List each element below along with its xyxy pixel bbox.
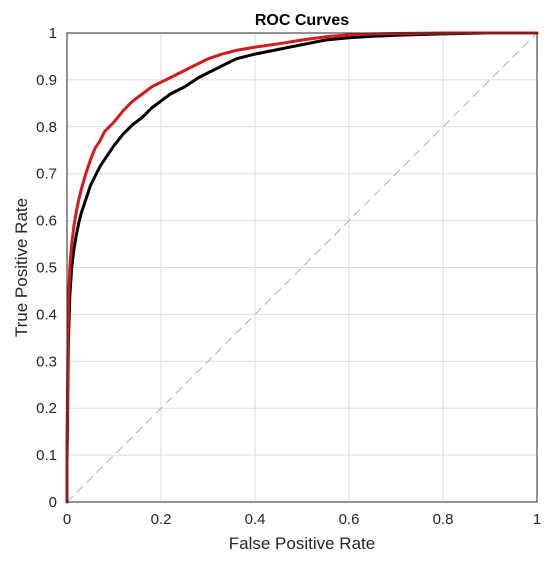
y-tick-label: 0.4 (36, 306, 57, 323)
y-tick-label: 0.3 (36, 353, 57, 370)
x-tick-label: 0 (63, 511, 71, 528)
plot-frame (66, 32, 538, 503)
chart-title: ROC Curves (255, 12, 349, 29)
x-tick-label: 0.4 (245, 511, 266, 528)
y-tick-label: 0.8 (36, 119, 57, 136)
y-tick-label: 0.9 (36, 72, 57, 89)
y-tick-label: 0.7 (36, 166, 57, 183)
y-tick-label: 0.6 (36, 213, 57, 230)
y-tick-labels: 0 0.1 0.2 0.3 0.4 0.5 0.6 0.7 0.8 0.9 1 (36, 25, 57, 511)
roc-curve-line-0 (65, 31, 539, 504)
x-tick-label: 0.6 (339, 511, 360, 528)
x-tick-label: 0.8 (433, 511, 454, 528)
y-tick-label: 0.2 (36, 400, 57, 417)
reference-diagonal-line (66, 32, 538, 503)
y-tick-label: 0.1 (36, 447, 57, 464)
roc-curve-line-1 (65, 31, 539, 504)
x-tick-label: 0.2 (151, 511, 172, 528)
x-axis-title: False Positive Rate (229, 534, 375, 553)
series-group (65, 31, 539, 504)
y-axis-title: True Positive Rate (12, 198, 31, 337)
y-tick-label: 0 (49, 494, 57, 511)
x-tick-label: 1 (533, 511, 541, 528)
y-tick-label: 1 (49, 25, 57, 42)
x-tick-labels: 0 0.2 0.4 0.6 0.8 1 (63, 511, 541, 528)
y-tick-label: 0.5 (36, 260, 57, 277)
